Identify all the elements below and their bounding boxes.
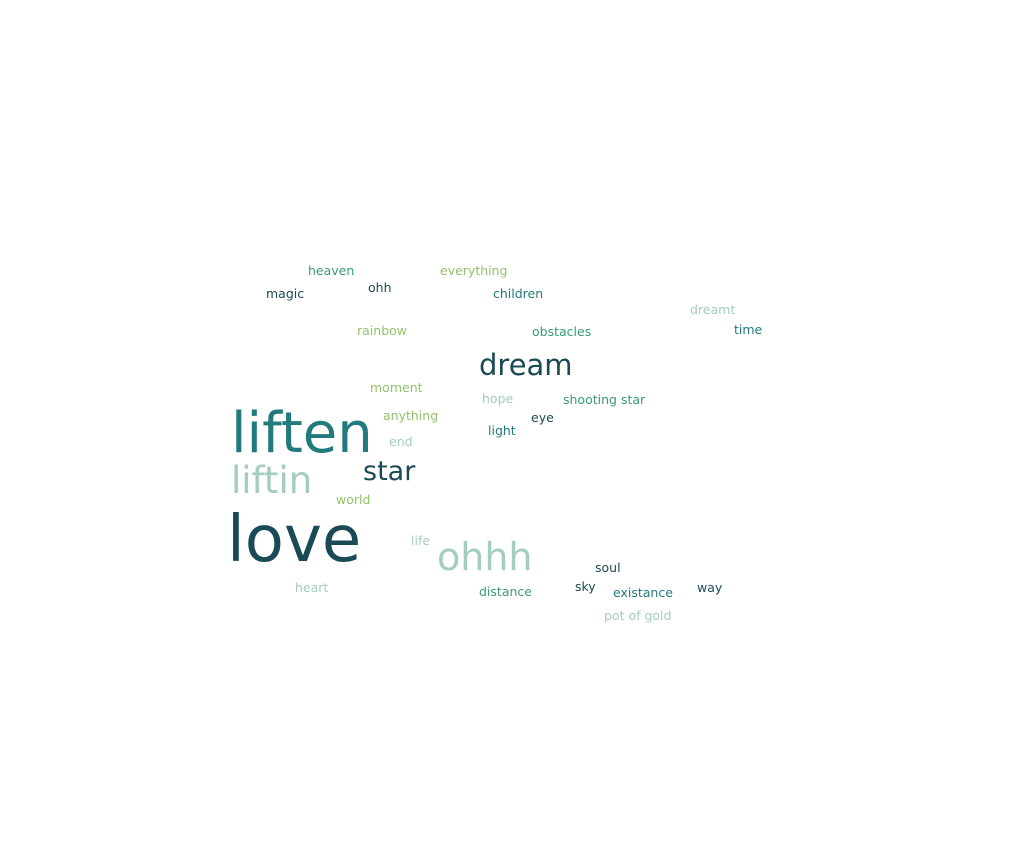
word-shooting-star: shooting star: [563, 392, 646, 407]
word-everything: everything: [440, 263, 507, 278]
word-rainbow: rainbow: [357, 323, 407, 338]
word-sky: sky: [575, 579, 596, 594]
word-time: time: [734, 322, 763, 337]
word-pot-of-gold: pot of gold: [604, 608, 671, 623]
word-magic: magic: [266, 286, 304, 301]
word-eye: eye: [531, 410, 554, 425]
word-light: light: [488, 423, 516, 438]
word-soul: soul: [595, 560, 621, 575]
word-distance: distance: [479, 584, 532, 599]
word-obstacles: obstacles: [532, 324, 591, 339]
word-ohh: ohh: [368, 280, 392, 295]
word-ohhh: ohhh: [437, 535, 533, 579]
word-end: end: [389, 434, 413, 449]
word-moment: moment: [370, 380, 423, 395]
word-way: way: [697, 580, 723, 595]
word-existance: existance: [613, 585, 673, 600]
word-heaven: heaven: [308, 263, 354, 278]
word-hope: hope: [482, 391, 514, 406]
word-liftin: liftin: [231, 459, 312, 502]
word-dream: dream: [479, 348, 573, 382]
word-world: world: [336, 492, 370, 507]
word-anything: anything: [383, 408, 438, 423]
word-life: life: [411, 533, 430, 548]
word-dreamt: dreamt: [690, 302, 735, 317]
word-star: star: [363, 456, 416, 487]
word-heart: heart: [295, 580, 328, 595]
word-children: children: [493, 286, 543, 301]
word-love: love: [227, 503, 361, 577]
word-liften: liften: [231, 401, 373, 466]
